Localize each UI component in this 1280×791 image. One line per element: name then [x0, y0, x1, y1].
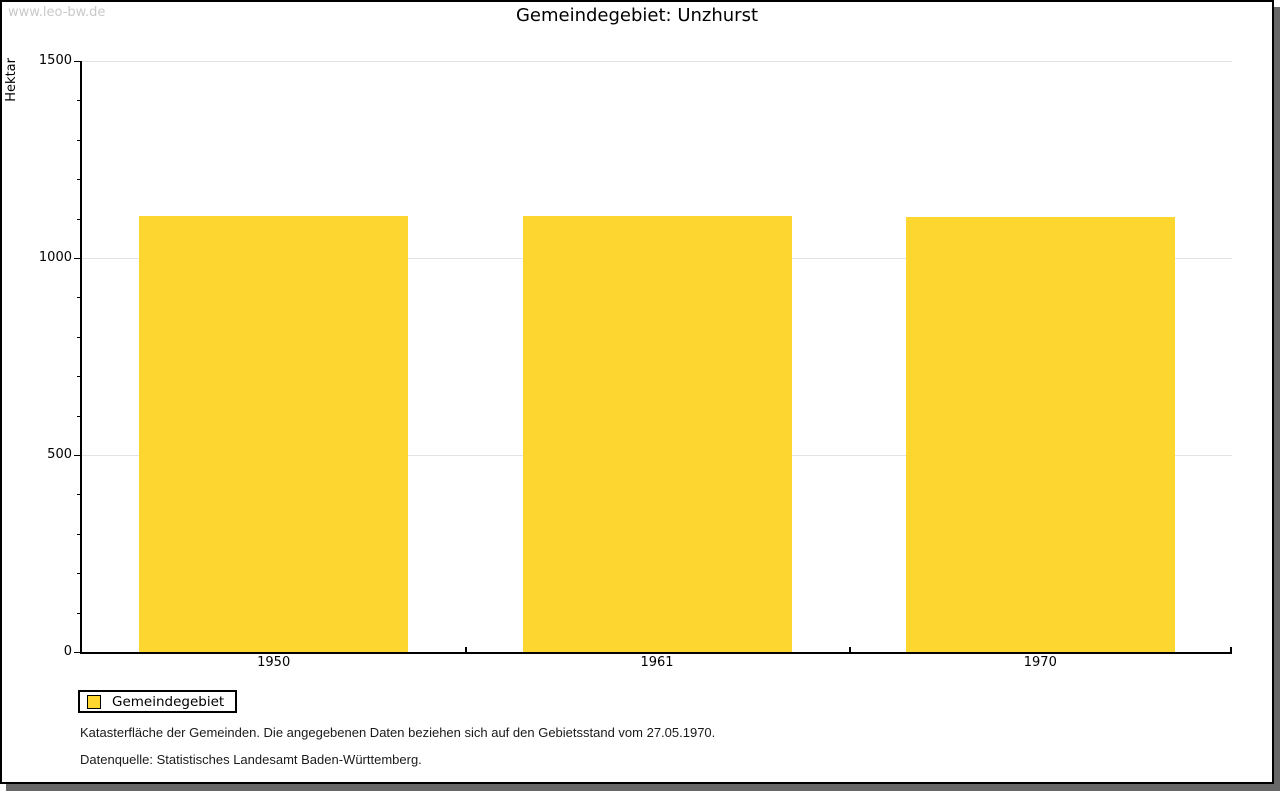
y-axis-tick-label-500: 500: [47, 447, 72, 462]
footnote-gebietsstand: Katasterfläche der Gemeinden. Die angege…: [80, 725, 716, 740]
y-axis-minor-tick-1400: [77, 100, 82, 101]
y-axis-tick-label-1000: 1000: [38, 250, 72, 265]
y-axis-minor-tick-800: [77, 337, 82, 338]
bar-1950: [139, 216, 409, 652]
x-axis-label-1961: 1961: [640, 655, 674, 670]
y-axis-tick-500: [74, 455, 82, 456]
watermark: www.leo-bw.de: [8, 5, 106, 20]
bar-1961: [522, 216, 792, 652]
x-axis-label-1970: 1970: [1023, 655, 1057, 670]
y-axis-tick-label-0: 0: [63, 644, 72, 659]
x-axis-boundary-tick-2: [848, 647, 851, 652]
y-axis-minor-tick-200: [77, 573, 82, 574]
y-axis-tick-0: [74, 652, 82, 653]
y-axis-minor-tick-1300: [77, 140, 82, 141]
y-axis-minor-tick-100: [77, 613, 82, 614]
x-axis-boundary-tick-1: [465, 647, 468, 652]
y-axis-minor-tick-300: [77, 534, 82, 535]
y-axis-label: Hektar: [4, 58, 19, 102]
gridline-1500: [82, 61, 1232, 62]
x-axis-end-tick: [1230, 647, 1232, 652]
y-axis-minor-tick-600: [77, 416, 82, 417]
legend: Gemeindegebiet: [78, 690, 238, 713]
bar-1970: [905, 217, 1175, 652]
y-axis-tick-1000: [74, 258, 82, 259]
y-axis-minor-tick-400: [77, 494, 82, 495]
y-axis-tick-1500: [74, 61, 82, 62]
legend-swatch-icon: [87, 694, 101, 709]
y-axis-minor-tick-1200: [77, 179, 82, 180]
legend-label: Gemeindegebiet: [112, 693, 225, 710]
x-axis-label-1950: 1950: [257, 655, 291, 670]
y-axis-minor-tick-1100: [77, 219, 82, 220]
y-axis-minor-tick-700: [77, 376, 82, 377]
footnote-datenquelle: Datenquelle: Statistisches Landesamt Bad…: [80, 752, 422, 767]
chart-title: Gemeindegebiet: Unzhurst: [515, 5, 759, 26]
y-axis-tick-label-1500: 1500: [38, 53, 72, 68]
plot-area: 0 500 1000 1500 1950 1961 1970: [39, 53, 1232, 670]
y-axis-minor-tick-900: [77, 297, 82, 298]
